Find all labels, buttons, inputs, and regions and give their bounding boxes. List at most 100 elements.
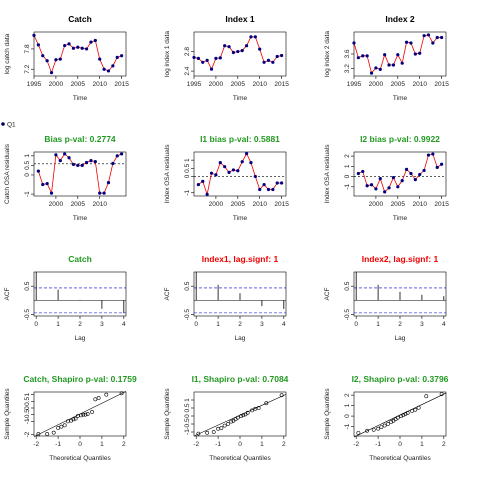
x-tick-label: 0 (238, 441, 242, 448)
x-tick-label: 0 (398, 441, 402, 448)
data-point (196, 182, 200, 187)
x-tick-label: 4 (442, 321, 446, 328)
data-point (422, 34, 426, 38)
qq-point (93, 397, 98, 402)
data-point (440, 35, 444, 40)
data-point (192, 55, 196, 60)
y-tick-label: -1 (344, 184, 351, 190)
qq-point (439, 392, 444, 396)
y-axis-label: ACF (4, 287, 11, 300)
panel-10: Catch, Shapiro p-val: 0.1759-2 -1 0 1 2-2-1-… (4, 374, 137, 462)
panel-title: Index2, lag.signf: 1 (362, 254, 439, 264)
y-tick-label: 2.4 (184, 66, 191, 75)
data-point (76, 45, 80, 49)
qq-point (356, 430, 361, 435)
data-point (102, 191, 106, 195)
data-point (409, 171, 413, 176)
x-tick-label: 0 (34, 321, 38, 328)
qq-point (239, 414, 243, 418)
y-tick-label: -1 (344, 423, 351, 429)
panel-title: Index1, lag.signf: 1 (202, 254, 279, 264)
x-axis-label: Theoretical Quantiles (369, 455, 431, 462)
data-point (422, 168, 426, 173)
data-point (201, 60, 205, 64)
x-axis-label: Theoretical Quantiles (49, 455, 111, 462)
y-tick-label: 1 (344, 403, 351, 407)
y-tick-label: 0 (184, 414, 191, 418)
qq-point (365, 428, 370, 433)
data-point (36, 43, 40, 47)
plot-frame (33, 271, 127, 317)
x-tick-label: -1 (375, 441, 381, 448)
qq-point (90, 410, 94, 414)
data-point (435, 35, 439, 40)
qq-point (71, 417, 76, 422)
qq-point (424, 394, 429, 399)
data-point (361, 54, 365, 58)
data-point (205, 192, 209, 196)
y-tick-label: 2.8 (184, 47, 191, 56)
y-axis-label: Index OSA residuals (164, 144, 171, 204)
data-point (93, 38, 97, 43)
data-point (49, 191, 54, 195)
qq-point (241, 413, 246, 418)
x-tick-label: 2 (122, 441, 126, 448)
data-point (71, 162, 76, 167)
qq-point (382, 423, 387, 428)
y-axis-label: Index OSA residuals (324, 144, 331, 204)
x-tick-label: 4 (282, 321, 286, 328)
y-axis-label: Sample Quantiles (324, 388, 331, 440)
data-point (352, 41, 356, 45)
x-tick-label: -2 (33, 441, 39, 448)
y-axis-label: log catch data (4, 33, 11, 74)
x-tick-label: 2000 (369, 81, 384, 88)
data-point (374, 187, 378, 191)
plot-frame (193, 31, 287, 77)
data-point (435, 165, 439, 169)
x-tick-label: 2000 (209, 81, 224, 88)
qq-point (405, 411, 410, 415)
panel-3: Index 2 1995 2000 2005 2010 2015 3.2 3.6 Time log… (324, 14, 449, 102)
data-point (209, 67, 214, 71)
qq-point (245, 410, 250, 415)
data-point (67, 156, 71, 160)
y-tick-label: 0.5 (24, 396, 31, 405)
x-tick-label: -1 (55, 441, 61, 448)
y-tick-label: -0.5 (24, 409, 31, 421)
data-point (249, 160, 253, 165)
qq-point (83, 412, 88, 417)
x-tick-label: 2005 (71, 201, 86, 208)
x-axis-label: Time (233, 215, 248, 222)
qq-point (73, 416, 78, 421)
data-point (413, 178, 417, 182)
y-tick-label: 0 (344, 414, 351, 418)
y-tick-label: 0.5 (24, 281, 31, 290)
x-tick-label: 2 (442, 441, 446, 448)
panel-7: Catch 0 1 2 3 4 -0.5 0.5 Lag ACF (4, 254, 127, 342)
data-point (418, 51, 422, 55)
data-point (236, 49, 240, 54)
data-point (249, 35, 253, 39)
qq-point (226, 422, 230, 426)
x-tick-label: 2 (282, 441, 286, 448)
x-tick-label: 2 (398, 321, 402, 328)
x-tick-label: 1 (216, 321, 220, 328)
data-point (396, 53, 400, 57)
y-tick-label: 3.2 (344, 64, 351, 73)
qq-point (233, 417, 238, 422)
data-point (409, 41, 413, 45)
data-point (49, 71, 54, 75)
y-tick-label: 1 (184, 398, 191, 402)
data-point (244, 44, 249, 48)
panel-title: Index 1 (225, 14, 255, 24)
x-axis-label: Lag (75, 335, 86, 342)
qq-point (393, 417, 398, 422)
data-point (209, 171, 214, 175)
x-tick-label: 1 (420, 441, 424, 448)
panel-1: Catch 1995 2000 2005 2010 2015 7.2 7.8 Time log c… (4, 14, 129, 102)
qq-point (104, 392, 109, 397)
data-point (36, 169, 40, 173)
panel-title: I2, Shapiro p-val: 0.3796 (352, 374, 449, 384)
y-tick-label: -1 (184, 189, 191, 195)
